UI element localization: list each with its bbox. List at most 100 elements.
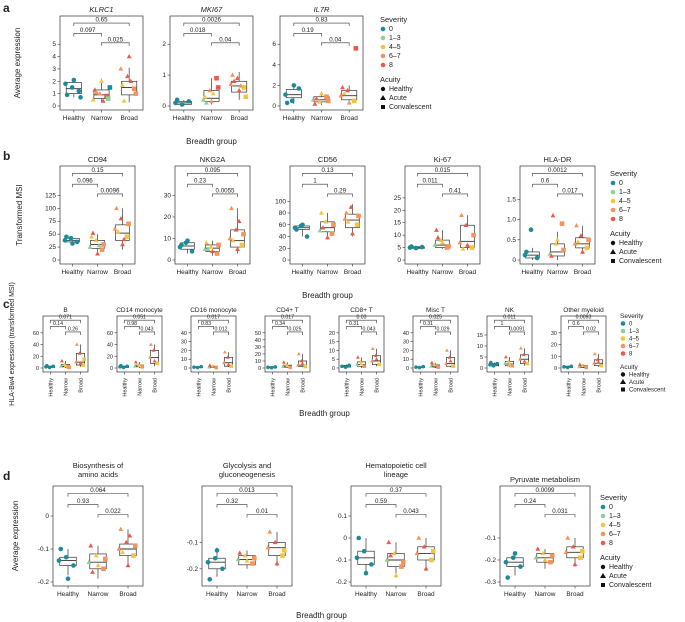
chart-title: Hematopoietic cell: [365, 461, 427, 470]
y-tick-label: 0: [110, 366, 113, 372]
x-tick-label: Healthy: [291, 269, 314, 276]
significance-bracket: [420, 326, 436, 330]
data-point: [229, 205, 234, 211]
p-value-label: 0.04: [329, 36, 342, 43]
data-point: [343, 365, 348, 369]
p-value-label: 0.98: [127, 321, 137, 327]
significance-bracket: [494, 326, 510, 330]
data-point: [534, 255, 540, 261]
x-tick-label: Healthy: [345, 378, 351, 397]
chart-title: amino acids: [78, 470, 118, 479]
legend-severity-label: 4–5: [389, 44, 401, 51]
data-point: [74, 239, 80, 245]
legend: Severity 0 1–3 4–5 6–7 8 Acuity Healthy Acute Con…: [380, 15, 431, 111]
y-tick-label: 5: [480, 355, 483, 361]
y-tick-label: 0: [162, 103, 166, 110]
x-tick-label: Narrow: [202, 269, 223, 276]
data-point: [584, 365, 589, 370]
p-value-label: 0.0099: [536, 487, 555, 494]
data-point: [565, 365, 570, 370]
data-point: [101, 566, 106, 572]
data-point: [296, 351, 301, 356]
data-point: [359, 361, 364, 365]
data-point: [226, 362, 231, 366]
significance-bracket: [272, 326, 288, 330]
data-point: [220, 566, 225, 572]
chart-title: NK: [505, 307, 515, 314]
data-point: [105, 96, 111, 101]
data-point: [95, 562, 101, 568]
chart-panel: NKG2A 0 10 20 30 Healthy Narrow Broad 0.095 0.23 0…: [164, 155, 251, 276]
data-point: [399, 564, 404, 569]
chart-panel: CD56 0 20 40 60 80 100 Healthy Narrow Broad 0.13 1 0…: [275, 155, 366, 276]
significance-bracket: [361, 331, 377, 335]
data-point: [512, 551, 518, 556]
data-point: [214, 75, 219, 81]
data-point: [429, 364, 433, 368]
significance-bracket: [293, 22, 350, 27]
data-point: [299, 358, 304, 363]
significance-bracket: [302, 183, 328, 188]
y-tick-label: 6: [272, 41, 276, 48]
x-tick-label: Healthy: [493, 378, 499, 397]
data-point: [125, 73, 130, 79]
x-tick-label: Narrow: [237, 591, 258, 598]
x-tick-label: Narrow: [582, 378, 588, 396]
legend-severity-label: 6–7: [389, 53, 401, 60]
data-point: [241, 85, 247, 90]
data-point: [553, 241, 559, 246]
chart-title: MKI67: [201, 5, 224, 14]
data-point: [45, 363, 49, 368]
data-point: [90, 230, 96, 235]
legend-severity-label: 6–7: [609, 531, 621, 538]
data-point: [244, 558, 250, 563]
p-value-label: 0.93: [77, 498, 90, 505]
x-tick-label: Broad: [268, 591, 286, 598]
chart-panel: IL7R 0 2 4 6 Healthy Narrow Broad 0.830.19 0.04: [272, 5, 364, 122]
data-point: [216, 242, 221, 248]
y-tick-label: 100: [275, 198, 286, 205]
p-value-label: 0.34: [275, 321, 285, 327]
box-body: [93, 89, 110, 99]
data-point: [510, 555, 516, 561]
data-point: [210, 91, 216, 96]
x-tick-label: Narrow: [547, 269, 568, 276]
y-tick-label: -0.3: [485, 579, 497, 586]
y-tick-label: 40: [255, 338, 261, 344]
y-tick-label: 40: [107, 343, 113, 349]
significance-bracket: [365, 493, 427, 497]
data-point: [355, 355, 360, 359]
chart-title: Misc T: [426, 307, 445, 314]
data-point: [471, 232, 476, 238]
data-point: [356, 213, 361, 219]
data-point: [350, 230, 355, 236]
p-value-label: 0.19: [302, 27, 315, 34]
p-value-label: 0.025: [429, 315, 442, 321]
data-point: [283, 92, 288, 97]
data-point: [251, 555, 257, 561]
chart-title: Biosynthesis of: [73, 461, 124, 470]
p-value-label: 0.022: [105, 508, 121, 515]
y-tick-label: 10: [551, 354, 557, 360]
x-tick-label: Healthy: [521, 269, 544, 276]
chart-title: gluconeogenesis: [219, 470, 276, 479]
data-point: [463, 222, 469, 227]
y-tick-label: 60: [279, 222, 287, 229]
p-value-label: 0.012: [215, 326, 228, 332]
chart-title: HLA-DR: [544, 155, 573, 164]
y-tick-label: 30: [181, 340, 187, 346]
y-axis-label: Average expression: [13, 28, 22, 99]
data-point: [324, 94, 329, 100]
p-value-label: 0.32: [226, 498, 239, 505]
data-point: [126, 221, 131, 227]
significance-bracket: [187, 173, 238, 177]
x-tick-label: Broad: [375, 378, 381, 393]
data-point: [235, 246, 240, 251]
data-point: [429, 360, 434, 365]
significance-bracket: [216, 493, 278, 497]
data-point: [542, 557, 548, 562]
y-tick-label: 20: [551, 343, 557, 349]
legend-severity-swatch: [610, 198, 616, 204]
legend-acuity-label: Convalescent: [619, 258, 661, 265]
data-point: [348, 204, 354, 209]
